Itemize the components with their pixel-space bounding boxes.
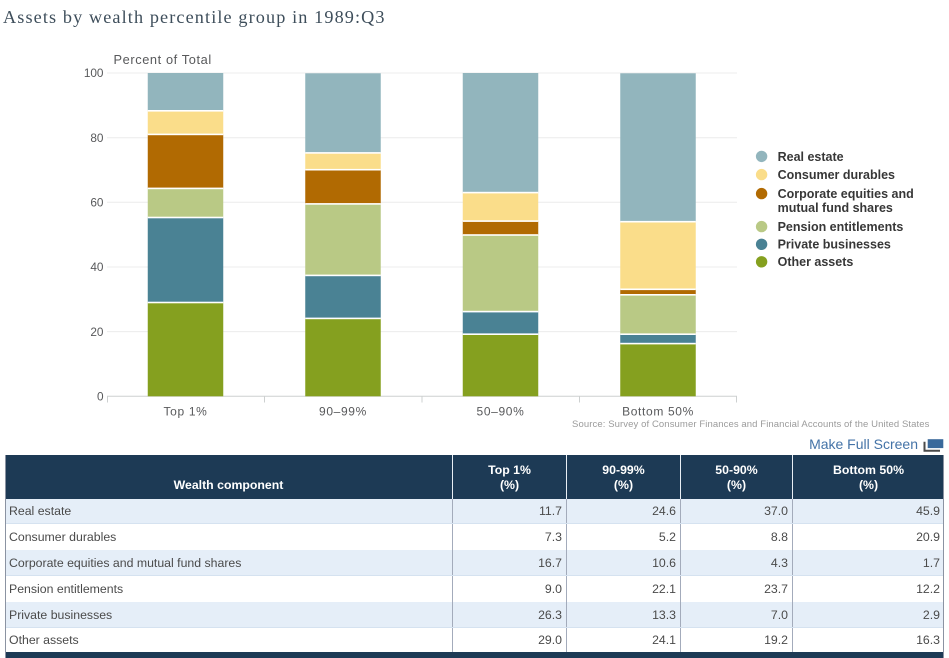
svg-text:Other assets: Other assets	[778, 255, 854, 269]
svg-text:mutual fund shares: mutual fund shares	[778, 201, 893, 215]
svg-text:Real estate: Real estate	[778, 150, 844, 164]
svg-text:90–99%: 90–99%	[319, 404, 367, 418]
svg-text:Source: Survey of Consumer Fin: Source: Survey of Consumer Finances and …	[572, 419, 930, 430]
svg-text:100: 100	[84, 66, 104, 80]
svg-text:Corporate equities and: Corporate equities and	[778, 187, 914, 201]
svg-text:0: 0	[97, 390, 104, 404]
svg-text:Private businesses: Private businesses	[778, 238, 891, 252]
svg-text:Top 1%: Top 1%	[164, 404, 208, 418]
svg-text:80: 80	[90, 131, 104, 145]
svg-text:Percent of Total: Percent of Total	[114, 52, 212, 67]
svg-text:60: 60	[90, 196, 104, 210]
svg-text:Pension entitlements: Pension entitlements	[778, 220, 904, 234]
svg-text:40: 40	[90, 260, 104, 274]
svg-text:20: 20	[90, 325, 104, 339]
svg-text:Consumer durables: Consumer durables	[778, 168, 895, 182]
svg-text:50–90%: 50–90%	[477, 404, 525, 418]
svg-text:Bottom 50%: Bottom 50%	[622, 404, 694, 418]
